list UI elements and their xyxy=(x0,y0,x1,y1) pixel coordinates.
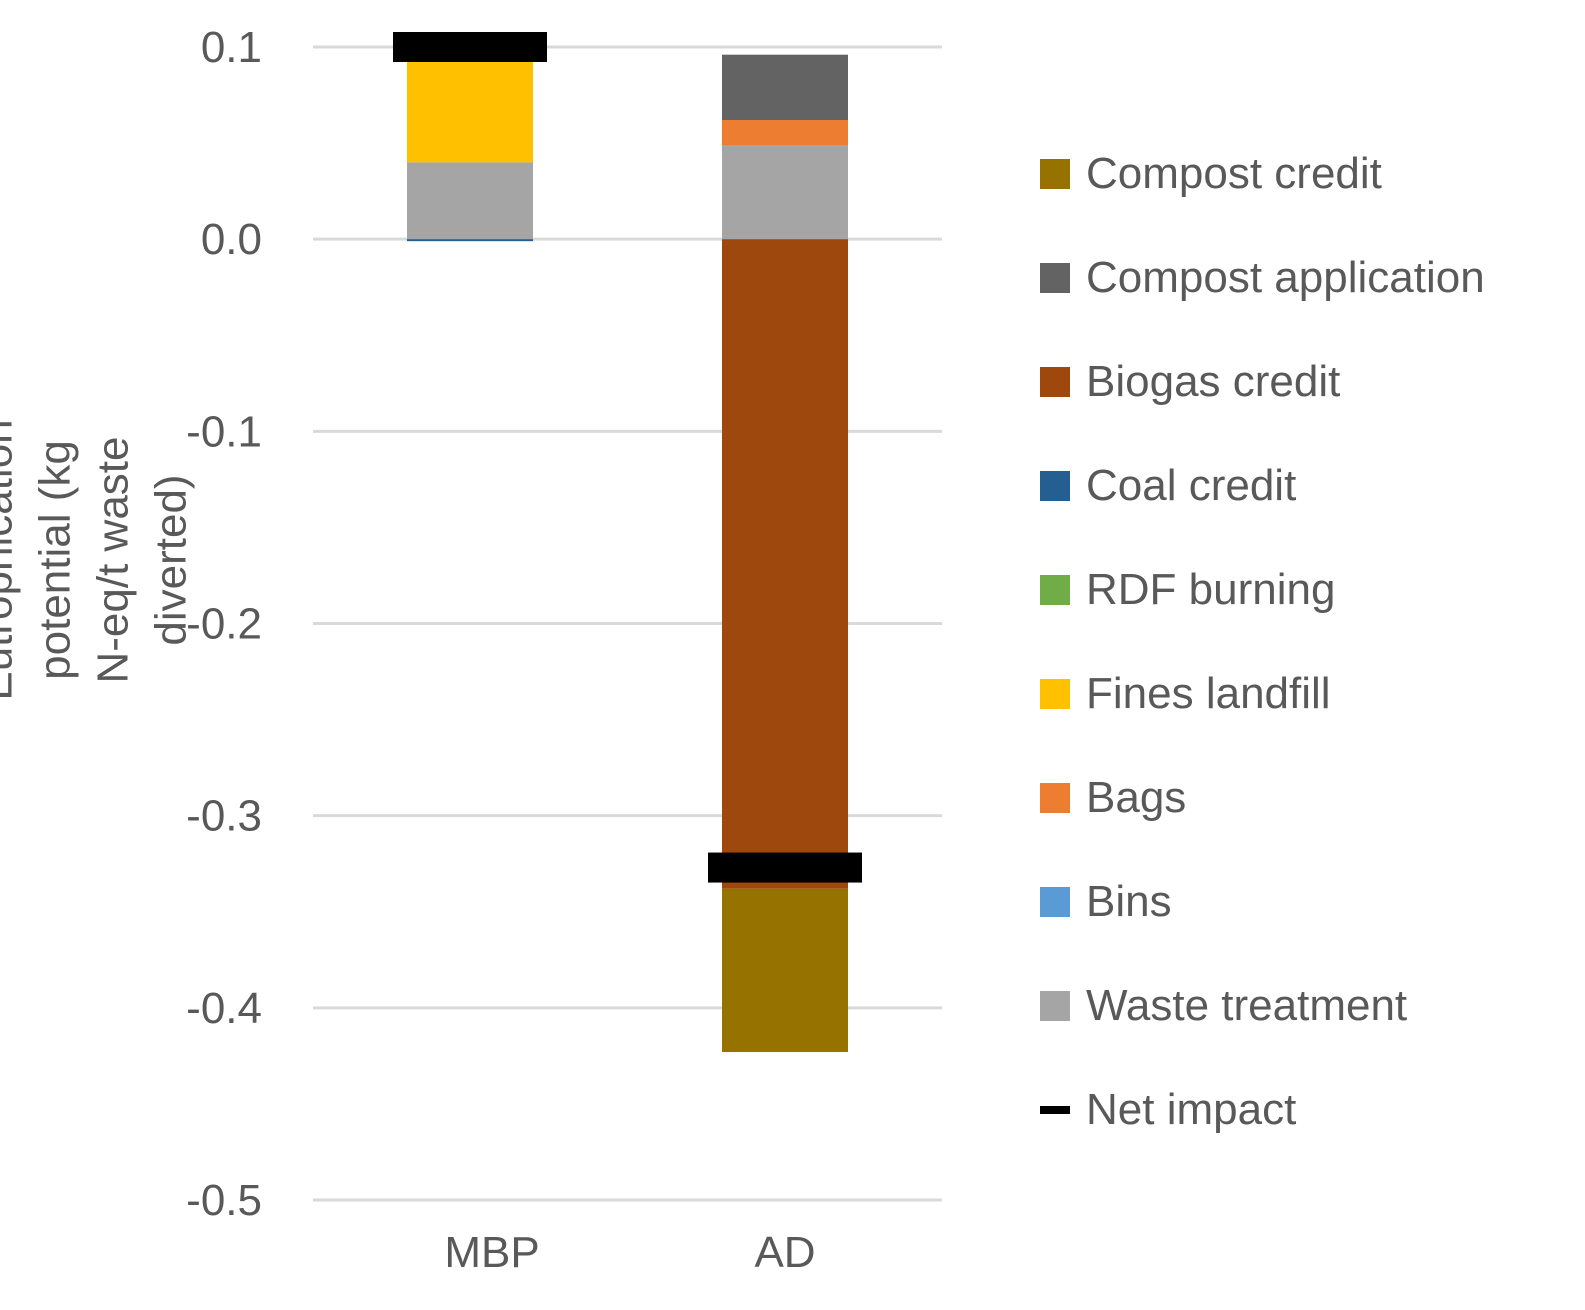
bar-segment-waste-treatment xyxy=(722,145,848,240)
legend-swatch xyxy=(1040,887,1070,917)
legend-swatch xyxy=(1040,575,1070,605)
y-tick-label: 0.1 xyxy=(201,23,262,72)
legend-label: Bins xyxy=(1086,877,1172,926)
legend-label: Net impact xyxy=(1086,1085,1297,1134)
y-tick-label: 0.0 xyxy=(201,215,262,264)
legend-item-net-impact: Net impact xyxy=(1040,1058,1580,1162)
legend-item-compost-credit: Compost credit xyxy=(1040,122,1580,226)
legend-item-coal-credit: Coal credit xyxy=(1040,434,1580,538)
legend-item-fines-landfill: Fines landfill xyxy=(1040,642,1580,746)
legend: Compost credit Compost application Biogas … xyxy=(1040,122,1580,1162)
y-tick-label: -0.1 xyxy=(186,407,262,456)
y-tick-labels: 0.1 0.0 -0.1 -0.2 -0.3 -0.4 -0.5 xyxy=(186,23,262,1225)
legend-label: RDF burning xyxy=(1086,565,1336,614)
legend-swatch xyxy=(1040,471,1070,501)
y-tick-label: -0.4 xyxy=(186,984,262,1033)
legend-swatch xyxy=(1040,159,1070,189)
bar-segment-bags xyxy=(722,120,848,146)
x-category-label: MBP xyxy=(444,1228,539,1277)
legend-swatch xyxy=(1040,1106,1070,1114)
bar-segment-compost-application xyxy=(722,54,848,121)
legend-label: Fines landfill xyxy=(1086,669,1331,718)
legend-label: Compost application xyxy=(1086,253,1485,302)
bar-segment-waste-treatment xyxy=(407,162,533,240)
legend-swatch xyxy=(1040,783,1070,813)
legend-swatch xyxy=(1040,367,1070,397)
legend-swatch xyxy=(1040,263,1070,293)
bar-segment-biogas-credit xyxy=(722,239,848,889)
bar-segment-fines-landfill xyxy=(407,60,533,163)
legend-swatch xyxy=(1040,991,1070,1021)
legend-label: Waste treatment xyxy=(1086,981,1408,1030)
legend-label: Biogas credit xyxy=(1086,357,1341,406)
bar-segment-compost-credit xyxy=(722,888,848,1053)
legend-item-waste-treatment: Waste treatment xyxy=(1040,954,1580,1058)
legend-item-rdf-burning: RDF burning xyxy=(1040,538,1580,642)
y-tick-label: -0.2 xyxy=(186,600,262,649)
legend-item-compost-application: Compost application xyxy=(1040,226,1580,330)
y-tick-label: -0.3 xyxy=(186,792,262,841)
net-impact-marker xyxy=(708,852,862,883)
legend-item-biogas-credit: Biogas credit xyxy=(1040,330,1580,434)
legend-label: Compost credit xyxy=(1086,149,1382,198)
bar-segment-coal-credit xyxy=(407,239,533,242)
legend-item-bins: Bins xyxy=(1040,850,1580,954)
y-axis-title-box: Eutrophication potential (kg N-eq/t wast… xyxy=(0,25,196,1095)
legend-item-bags: Bags xyxy=(1040,746,1580,850)
bars xyxy=(407,54,848,1053)
x-category-label: AD xyxy=(754,1228,815,1277)
legend-label: Bags xyxy=(1086,773,1187,822)
x-category-labels: MBP AD xyxy=(444,1228,815,1277)
net-impact-markers xyxy=(393,32,862,883)
net-impact-marker xyxy=(393,32,547,62)
y-tick-label: -0.5 xyxy=(186,1176,262,1225)
legend-swatch xyxy=(1040,679,1070,709)
y-axis-title: Eutrophication potential (kg N-eq/t wast… xyxy=(0,419,197,701)
legend-label: Coal credit xyxy=(1086,461,1297,510)
